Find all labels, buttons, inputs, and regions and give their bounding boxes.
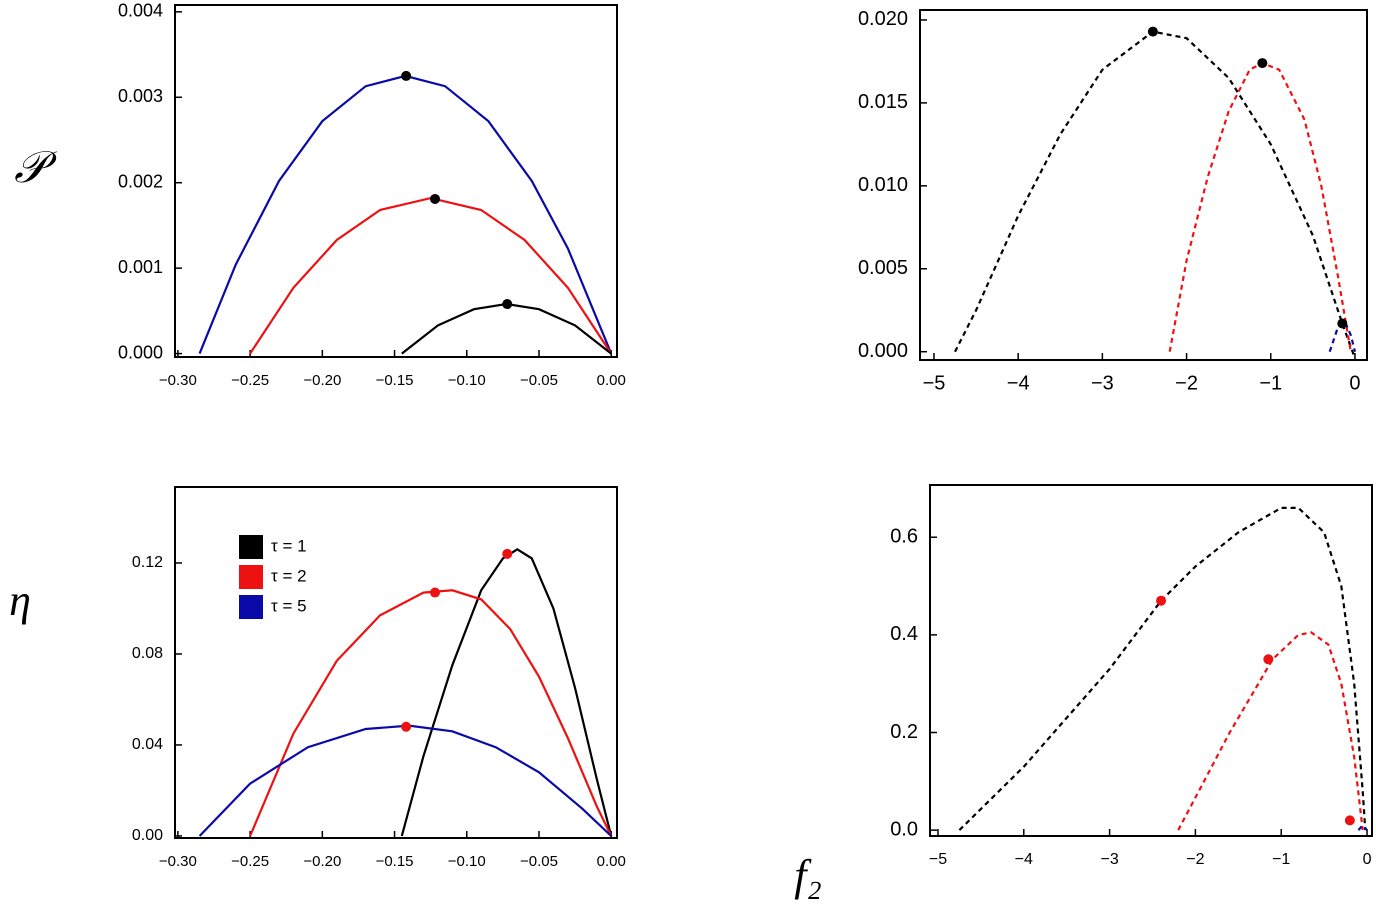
y-tick-label: 0.12 [132, 554, 163, 571]
y-tick-label: 0.010 [858, 174, 908, 196]
legend-label: τ = 1 [271, 536, 307, 555]
plot-frame [929, 484, 1373, 837]
x-tick-label: −0.15 [376, 853, 414, 870]
series-line [1177, 631, 1364, 831]
series-line [1328, 320, 1357, 353]
series-line [954, 30, 1357, 359]
point-marker [401, 721, 412, 732]
x-tick-label: −0.10 [448, 853, 486, 870]
point-marker [502, 299, 513, 310]
y-tick-label: 0.04 [132, 736, 163, 753]
point-marker [1337, 318, 1348, 329]
plot-frame [919, 9, 1368, 361]
y-tick-label: 0.001 [118, 257, 163, 277]
y-tick-label: 0.4 [890, 623, 918, 645]
y-tick-label: 0.003 [118, 86, 163, 106]
legend-swatch [239, 565, 263, 589]
point-marker [1257, 58, 1268, 69]
x-tick-label: −2 [1175, 372, 1198, 394]
series-line [198, 724, 612, 837]
x-tick-label: −0.05 [520, 372, 558, 389]
y-tick-label: 0.015 [858, 91, 908, 113]
x-tick-label: −0.10 [448, 372, 486, 389]
legend-label: τ = 5 [271, 596, 307, 615]
x-tick-label: 0 [1363, 851, 1372, 868]
series-line [1168, 61, 1352, 352]
point-marker [1156, 595, 1167, 606]
panel: −5 −4 −3 −2 −1 0 0.0 0.2 0.4 0.6 [890, 484, 1373, 868]
x-tick-label: −1 [1272, 851, 1290, 868]
y-tick-label: 0.005 [858, 257, 908, 279]
x-tick-label: −0.20 [303, 372, 341, 389]
x-tick-label: −0.30 [159, 853, 197, 870]
y-tick-label: 0.000 [858, 340, 908, 362]
panel: −5 −4 −3 −2 −1 0 0.000 0.005 0.010 0.015 0.020 [858, 8, 1368, 394]
y-tick-label: 0.004 [118, 1, 163, 21]
x-tick-label: 0.00 [597, 372, 626, 389]
series-line [198, 74, 613, 355]
point-marker [1263, 654, 1274, 665]
x-tick-label: −2 [1186, 851, 1204, 868]
panel: −0.30 −0.25 −0.20 −0.15 −0.10 −0.05 0.00 0.00 0.… [132, 486, 626, 870]
x-tick-label: 0 [1349, 372, 1360, 394]
plot-frame [174, 486, 618, 839]
y-tick-label: 0.0 [890, 818, 918, 840]
y-label-top: 𝒫 [14, 143, 57, 192]
y-tick-label: 0.020 [858, 8, 908, 30]
y-tick-label: 0.08 [132, 645, 163, 662]
x-tick-label: −0.25 [231, 853, 269, 870]
point-marker [1344, 815, 1355, 826]
x-tick-label: −5 [929, 851, 947, 868]
legend-swatch [239, 595, 263, 619]
y-tick-label: 0.002 [118, 171, 163, 191]
x-tick-label: 0.00 [597, 853, 626, 870]
x-tick-label: −0.15 [376, 372, 414, 389]
panel: −0.30 −0.25 −0.20 −0.15 −0.10 −0.05 0.00 0.000 0… [118, 1, 626, 389]
point-marker [401, 70, 412, 81]
point-marker [1147, 26, 1158, 37]
series-line [1357, 823, 1368, 831]
x-tick-label: −4 [1015, 851, 1033, 868]
x-tick-label: −0.30 [159, 372, 197, 389]
y-tick-label: 0.6 [890, 526, 918, 548]
point-marker [430, 587, 440, 598]
series-line [401, 302, 612, 355]
x-tick-label: −4 [1007, 372, 1030, 394]
x-tick-label: −1 [1259, 372, 1282, 394]
legend-swatch [239, 535, 263, 559]
point-marker [430, 193, 440, 204]
x-tick-label: −0.05 [520, 853, 558, 870]
x-tick-label: −3 [1091, 372, 1114, 394]
point-marker [502, 548, 513, 559]
x-label: f₂ [794, 851, 822, 900]
x-tick-label: −3 [1100, 851, 1118, 868]
series-line [249, 589, 613, 837]
x-tick-label: −5 [923, 372, 946, 394]
series-line [400, 548, 613, 837]
x-tick-label: −0.20 [303, 853, 341, 870]
y-tick-label: 0.000 [118, 342, 163, 362]
y-tick-label: 0.00 [132, 827, 163, 844]
plot-frame [174, 4, 618, 358]
y-label-bottom: η [9, 576, 31, 625]
y-tick-label: 0.2 [890, 721, 918, 743]
series-line [958, 506, 1367, 831]
legend-label: τ = 2 [271, 566, 307, 585]
x-tick-label: −0.25 [231, 372, 269, 389]
